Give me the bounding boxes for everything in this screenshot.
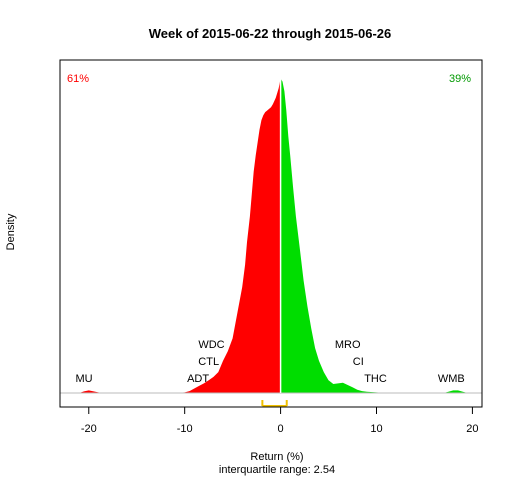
chart-title: Week of 2015-06-22 through 2015-06-26	[149, 26, 392, 41]
annotation-mro: MRO	[335, 339, 361, 351]
x-tick-label: -10	[177, 423, 193, 435]
x-tick-label: 10	[370, 423, 382, 435]
x-axis-label: Return (%)	[250, 451, 303, 463]
positive-returns-area	[280, 78, 468, 394]
annotation-wmb: WMB	[438, 373, 465, 385]
annotation-adt: ADT	[187, 373, 209, 385]
x-tick-label: 0	[278, 423, 284, 435]
density-area	[79, 78, 468, 394]
iqr-caption: interquartile range: 2.54	[219, 464, 335, 476]
x-axis: -20 -10 0 10 20	[81, 406, 479, 435]
negative-share-label: 61%	[67, 73, 89, 85]
annotation-mu: MU	[75, 373, 92, 385]
annotation-ctl: CTL	[198, 356, 219, 368]
y-axis-label: Density	[5, 213, 17, 250]
x-tick-label: 20	[466, 423, 478, 435]
annotation-wdc: WDC	[198, 339, 224, 351]
iqr-bracket	[261, 400, 288, 407]
positive-share-label: 39%	[449, 73, 471, 85]
annotation-ci: CI	[353, 356, 364, 368]
annotation-thc: THC	[364, 373, 387, 385]
negative-returns-area	[79, 78, 281, 394]
x-tick-label: -20	[81, 423, 97, 435]
